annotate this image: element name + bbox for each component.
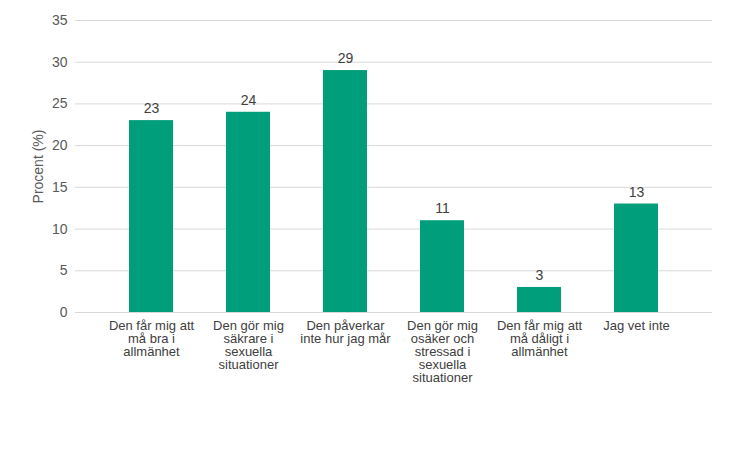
svg-text:Procent (%): Procent (%) xyxy=(30,130,46,204)
svg-text:25: 25 xyxy=(52,95,68,111)
svg-text:24: 24 xyxy=(241,92,257,108)
svg-text:13: 13 xyxy=(629,184,645,200)
svg-text:35: 35 xyxy=(52,12,68,28)
svg-text:0: 0 xyxy=(60,304,68,320)
svg-text:Den påverkarinte hur jag mår: Den påverkarinte hur jag mår xyxy=(300,318,391,346)
svg-text:20: 20 xyxy=(52,137,68,153)
svg-text:Den får mig attmå bra iallmänh: Den får mig attmå bra iallmänhet xyxy=(109,318,195,359)
svg-text:3: 3 xyxy=(536,267,544,283)
svg-text:11: 11 xyxy=(435,200,450,216)
svg-text:23: 23 xyxy=(144,100,160,116)
svg-text:30: 30 xyxy=(52,54,68,70)
svg-text:Den får mig attmå dåligt iallm: Den får mig attmå dåligt iallmänhet xyxy=(497,318,583,359)
svg-text:Den gör migosäker ochstressad: Den gör migosäker ochstressad isexuellas… xyxy=(407,318,478,385)
svg-text:15: 15 xyxy=(52,179,68,195)
svg-text:10: 10 xyxy=(52,221,68,237)
svg-text:Den gör migsäkrare isexuellasi: Den gör migsäkrare isexuellasituationer xyxy=(213,318,284,372)
svg-text:29: 29 xyxy=(338,50,354,66)
svg-text:Jag vet inte: Jag vet inte xyxy=(603,318,670,333)
svg-text:5: 5 xyxy=(60,262,68,278)
